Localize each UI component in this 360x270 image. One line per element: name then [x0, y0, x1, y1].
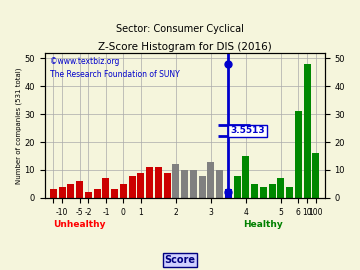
- Bar: [216, 170, 223, 198]
- Text: Healthy: Healthy: [243, 220, 283, 229]
- Bar: [199, 176, 206, 198]
- Title: Z-Score Histogram for DIS (2016): Z-Score Histogram for DIS (2016): [98, 42, 271, 52]
- Text: 3.5513: 3.5513: [230, 126, 265, 135]
- Text: Score: Score: [165, 255, 195, 265]
- Text: Sector: Consumer Cyclical: Sector: Consumer Cyclical: [116, 24, 244, 34]
- Bar: [155, 167, 162, 198]
- Bar: [111, 190, 118, 198]
- Bar: [138, 173, 144, 198]
- Bar: [76, 181, 83, 198]
- Bar: [172, 164, 179, 198]
- Text: ©www.textbiz.org: ©www.textbiz.org: [50, 57, 120, 66]
- Bar: [207, 161, 215, 198]
- Bar: [251, 184, 258, 198]
- Bar: [234, 176, 240, 198]
- Bar: [190, 170, 197, 198]
- Bar: [286, 187, 293, 198]
- Bar: [67, 184, 75, 198]
- Bar: [120, 184, 127, 198]
- Bar: [260, 187, 267, 198]
- Bar: [102, 178, 109, 198]
- Bar: [146, 167, 153, 198]
- Bar: [295, 111, 302, 198]
- Bar: [85, 192, 92, 198]
- Bar: [181, 170, 188, 198]
- Bar: [269, 184, 276, 198]
- Y-axis label: Number of companies (531 total): Number of companies (531 total): [15, 67, 22, 184]
- Bar: [94, 190, 101, 198]
- Bar: [303, 64, 311, 198]
- Text: The Research Foundation of SUNY: The Research Foundation of SUNY: [50, 70, 180, 79]
- Bar: [312, 153, 319, 198]
- Bar: [278, 178, 284, 198]
- Bar: [129, 176, 136, 198]
- Bar: [50, 190, 57, 198]
- Bar: [242, 156, 249, 198]
- Bar: [164, 173, 171, 198]
- Bar: [59, 187, 66, 198]
- Bar: [225, 190, 232, 198]
- Text: Unhealthy: Unhealthy: [53, 220, 106, 229]
